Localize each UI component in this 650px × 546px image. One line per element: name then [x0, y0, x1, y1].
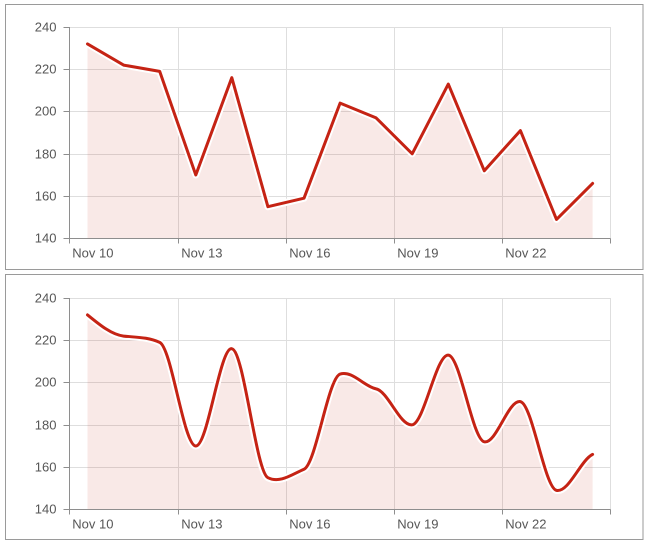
svg-text:200: 200 [35, 104, 57, 119]
svg-text:Nov 19: Nov 19 [397, 517, 438, 532]
svg-text:Nov 13: Nov 13 [181, 517, 222, 532]
svg-text:Nov 22: Nov 22 [505, 517, 546, 532]
svg-text:Nov 10: Nov 10 [72, 517, 113, 532]
svg-text:Nov 22: Nov 22 [505, 246, 546, 261]
svg-text:160: 160 [35, 189, 57, 204]
svg-text:Nov 19: Nov 19 [397, 246, 438, 261]
svg-text:220: 220 [35, 62, 57, 77]
svg-text:200: 200 [35, 375, 57, 390]
svg-text:180: 180 [35, 418, 57, 433]
svg-text:Nov 16: Nov 16 [289, 517, 330, 532]
svg-text:Nov 10: Nov 10 [72, 246, 113, 261]
svg-text:140: 140 [35, 502, 57, 517]
svg-text:240: 240 [35, 20, 57, 35]
svg-text:Nov 16: Nov 16 [289, 246, 330, 261]
svg-text:160: 160 [35, 460, 57, 475]
svg-text:Nov 13: Nov 13 [181, 246, 222, 261]
svg-text:220: 220 [35, 333, 57, 348]
svg-text:240: 240 [35, 291, 57, 306]
svg-text:140: 140 [35, 231, 57, 246]
svg-text:180: 180 [35, 147, 57, 162]
